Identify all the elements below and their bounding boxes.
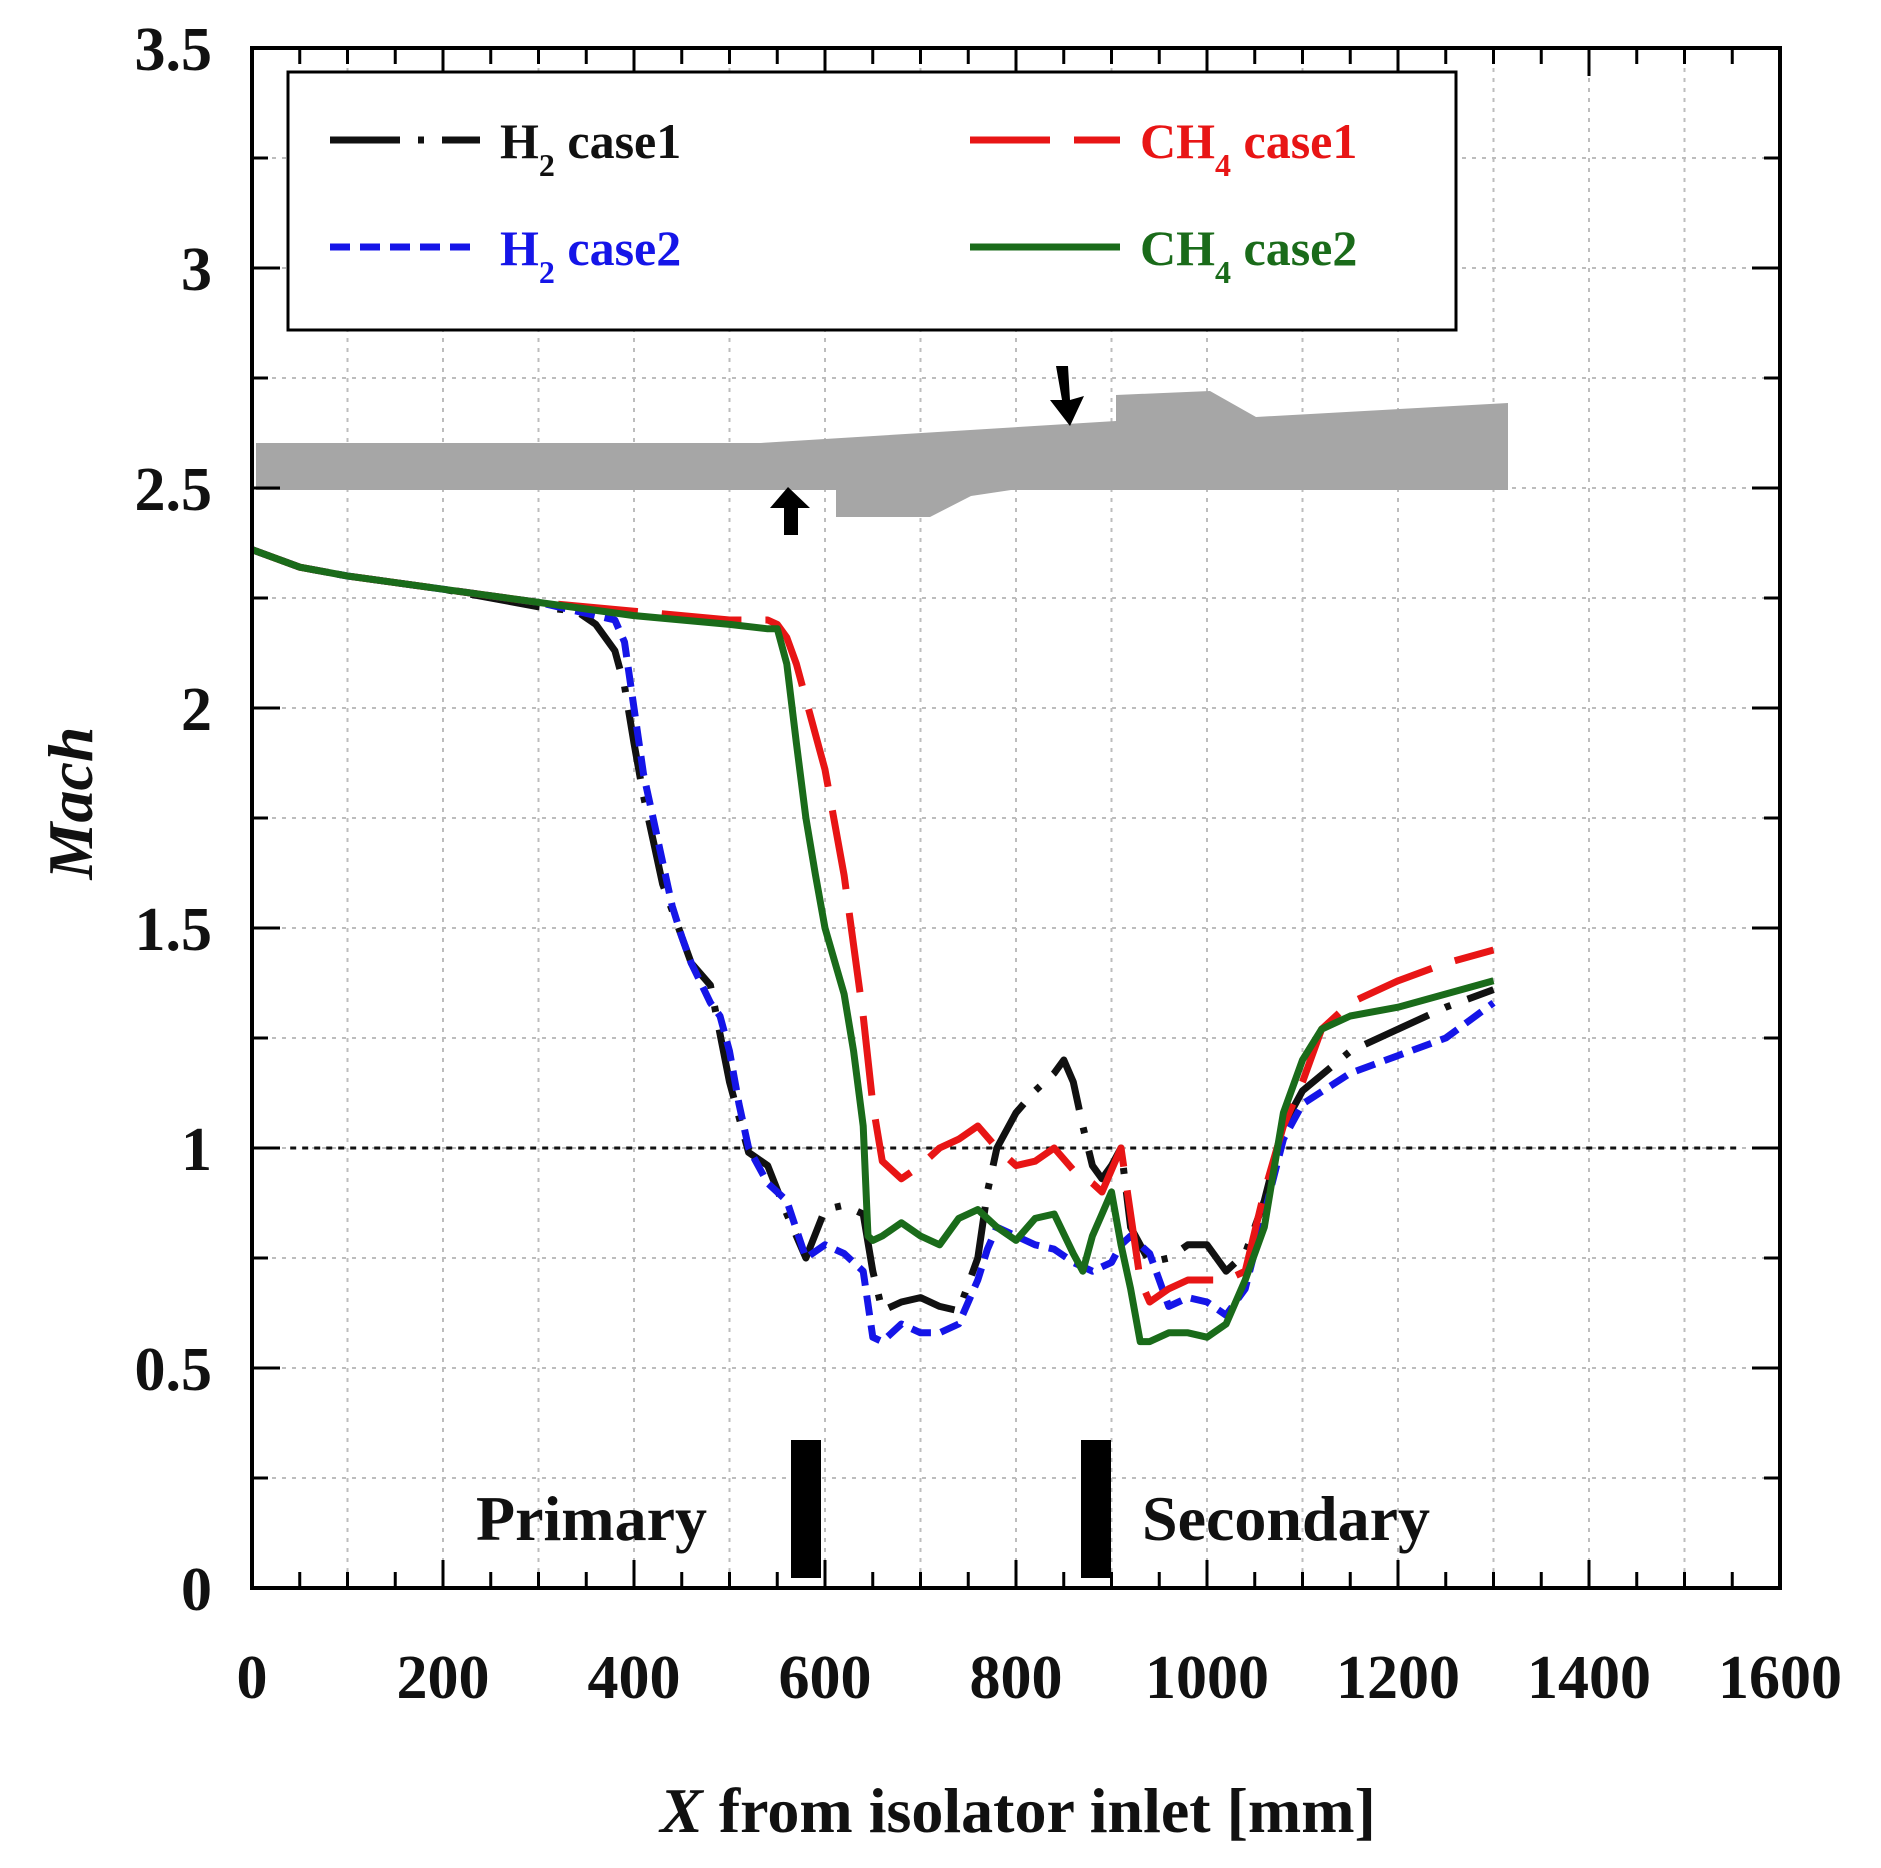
primary-injector-marker (791, 1440, 821, 1578)
x-tick-label: 1000 (1145, 1644, 1269, 1712)
x-tick-labels: 0 200 400 600 800 1000 1200 1400 1600 (237, 1644, 1843, 1712)
legend-label-h2-case2: H2 case2 (500, 220, 681, 290)
axis-ticks (250, 46, 1782, 1590)
x-tick-label: 1400 (1527, 1644, 1651, 1712)
secondary-label: Secondary (1142, 1483, 1430, 1554)
primary-label: Primary (476, 1483, 707, 1554)
legend-label-ch4-case1: CH4 case1 (1140, 113, 1357, 183)
legend-label-h2-case1: H2 case1 (500, 113, 681, 183)
y-tick-label: 0.5 (135, 1336, 213, 1404)
x-tick-label: 600 (779, 1644, 872, 1712)
x-tick-label: 1200 (1336, 1644, 1460, 1712)
geometry-shape (256, 391, 1508, 517)
y-tick-label: 3 (181, 236, 212, 304)
y-tick-label: 2.5 (135, 456, 213, 524)
x-tick-label: 0 (237, 1644, 268, 1712)
y-tick-label: 2 (181, 676, 212, 744)
series-line-ch4-case1 (250, 546, 1495, 1306)
series-line-ch4-case2 (250, 546, 1495, 1346)
arrow-up-icon (770, 487, 810, 535)
legend: H2 case1 H2 case2 CH4 case1 CH4 case2 (286, 70, 1458, 332)
series-layer (250, 546, 1496, 1346)
x-tick-label: 400 (588, 1644, 681, 1712)
y-tick-label: 1.5 (135, 896, 213, 964)
secondary-injector-marker (1081, 1440, 1111, 1578)
x-tick-label: 800 (970, 1644, 1063, 1712)
injectors (791, 1440, 1111, 1578)
legend-label-ch4-case2: CH4 case2 (1140, 220, 1357, 290)
x-tick-label: 1600 (1718, 1644, 1842, 1712)
y-axis-title: Mach (35, 727, 106, 881)
y-tick-label: 3.5 (135, 16, 213, 84)
x-axis-title: X from isolator inlet [mm] (658, 1775, 1376, 1846)
combustor-geometry (256, 366, 1508, 535)
y-tick-labels: 0 0.5 1 1.5 2 2.5 3 3.5 (135, 16, 213, 1624)
series-line-h2-case1 (250, 546, 1495, 1315)
series-line-h2-case2 (250, 546, 1496, 1346)
legend-box (286, 70, 1458, 332)
arrow-down-icon (1050, 366, 1084, 426)
x-tick-label: 200 (397, 1644, 490, 1712)
y-tick-label: 0 (181, 1556, 212, 1624)
y-tick-label: 1 (181, 1116, 212, 1184)
